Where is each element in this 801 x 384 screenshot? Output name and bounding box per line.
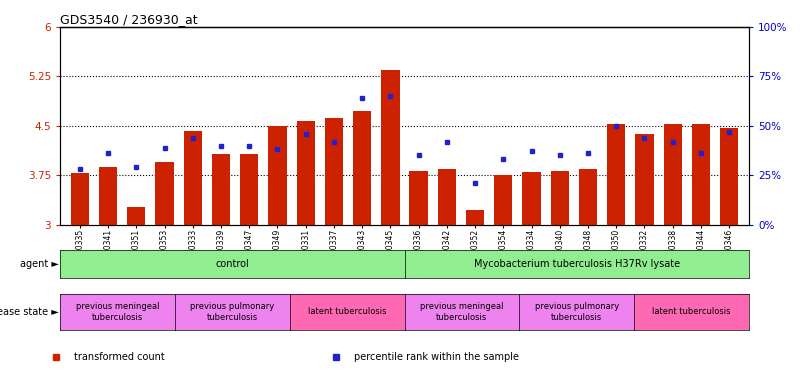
Bar [324,118,343,225]
Bar [550,170,569,225]
Bar [494,175,513,225]
Text: disease state ►: disease state ► [0,307,59,317]
Text: previous pulmonary
tuberculosis: previous pulmonary tuberculosis [190,302,275,322]
Text: transformed count: transformed count [74,352,164,362]
Text: percentile rank within the sample: percentile rank within the sample [354,352,519,362]
Bar [579,169,598,225]
Text: latent tuberculosis: latent tuberculosis [308,308,386,316]
Bar [607,124,626,225]
Bar [268,126,287,225]
Bar [720,128,739,225]
Bar [522,172,541,225]
Bar [70,173,89,225]
Text: previous meningeal
tuberculosis: previous meningeal tuberculosis [76,302,159,322]
Bar [183,131,202,225]
Bar [127,207,146,225]
Bar [296,121,315,225]
Bar [466,210,485,225]
Text: latent tuberculosis: latent tuberculosis [652,308,731,316]
Text: control: control [215,259,249,269]
Bar [240,154,259,225]
Text: agent ►: agent ► [20,259,59,269]
Bar [211,154,230,225]
Bar [692,124,710,225]
Text: previous pulmonary
tuberculosis: previous pulmonary tuberculosis [534,302,619,322]
Text: previous meningeal
tuberculosis: previous meningeal tuberculosis [421,302,504,322]
Bar [635,134,654,225]
Bar [381,70,400,225]
Bar [155,162,174,225]
Bar [353,111,372,225]
Text: GDS3540 / 236930_at: GDS3540 / 236930_at [60,13,198,26]
Bar [437,169,456,225]
Bar [409,170,428,225]
Bar [663,124,682,225]
Bar [99,167,117,225]
Text: Mycobacterium tuberculosis H37Rv lysate: Mycobacterium tuberculosis H37Rv lysate [473,259,680,269]
